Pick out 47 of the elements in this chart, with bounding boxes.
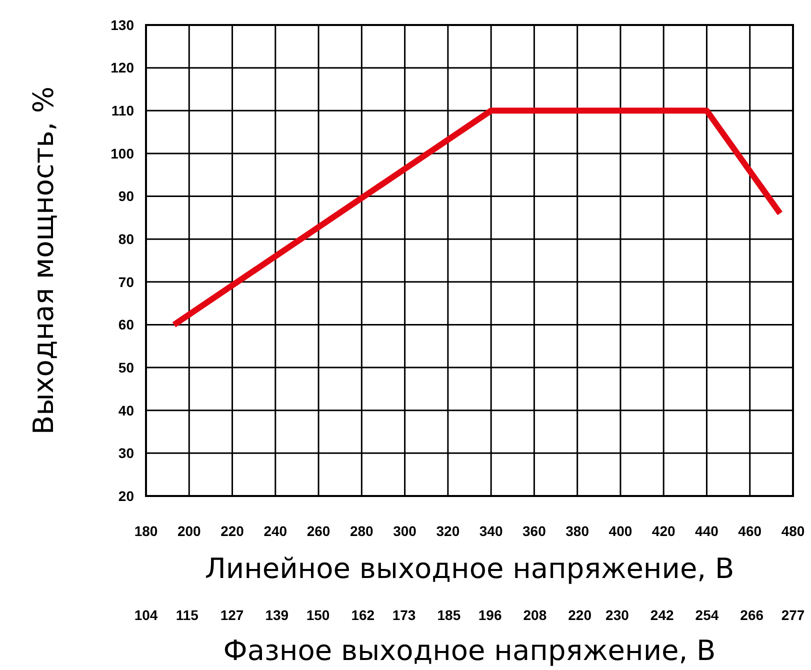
x2-tick-label: 173 (392, 607, 416, 623)
x-tick-label: 360 (522, 523, 546, 539)
x-tick-label: 400 (608, 523, 632, 539)
x-tick-label: 280 (350, 523, 374, 539)
y-tick-label: 130 (110, 16, 134, 33)
x-tick-label: 300 (393, 523, 417, 539)
x2-tick-label: 104 (134, 607, 158, 623)
y-tick-label: 110 (111, 102, 134, 119)
y-tick-label: 90 (118, 188, 134, 204)
x-tick-label: 480 (781, 523, 805, 539)
x-tick-label: 380 (566, 523, 590, 539)
x-tick-label: 420 (652, 523, 676, 539)
y-axis-title: Выходная мощность, % (27, 86, 60, 435)
y-tick-label: 50 (118, 359, 134, 376)
x2-tick-label: 277 (781, 607, 805, 623)
x-tick-label: 440 (695, 523, 719, 539)
x-tick-label: 460 (738, 523, 762, 539)
y-tick-label: 120 (110, 60, 134, 76)
x2-tick-label: 185 (437, 607, 461, 623)
y-tick-label: 80 (118, 230, 134, 247)
x2-tick-label: 220 (568, 607, 592, 623)
x-tick-label: 180 (134, 523, 158, 539)
x-tick-label: 200 (177, 523, 202, 539)
y-tick-label: 70 (118, 274, 134, 290)
x2-tick-label: 150 (306, 607, 330, 623)
x2-tick-label: 254 (695, 607, 719, 623)
x2-tick-label: 162 (351, 607, 375, 623)
y-tick-label: 40 (118, 402, 134, 418)
x2-tick-label: 242 (650, 607, 674, 623)
y-tick-label: 30 (118, 445, 134, 462)
y-tick-label: 20 (118, 488, 134, 504)
x2-axis-title: Фазное выходное напряжение, В (223, 634, 716, 667)
x2-tick-label: 127 (220, 607, 244, 623)
x2-tick-label: 266 (740, 607, 764, 623)
x-tick-label: 220 (220, 523, 244, 539)
x-tick-label: 340 (479, 523, 503, 539)
x2-tick-label: 115 (176, 607, 199, 623)
x-tick-label: 320 (436, 523, 460, 539)
x-tick-label: 240 (264, 523, 288, 539)
x-axis-title: Линейное выходное напряжение, В (204, 552, 734, 585)
x2-tick-label: 196 (478, 607, 502, 623)
x2-tick-label: 139 (265, 607, 289, 623)
x2-tick-label: 208 (523, 607, 547, 623)
x-tick-label: 260 (306, 523, 330, 539)
x2-tick-label: 230 (606, 607, 630, 623)
y-tick-label: 100 (110, 145, 134, 162)
y-tick-label: 60 (118, 316, 134, 333)
